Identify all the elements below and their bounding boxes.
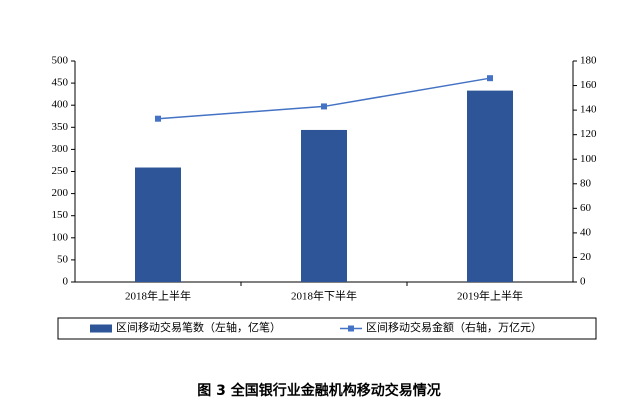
y-tick-label: 150 (52, 209, 69, 221)
y2-tick-label: 160 (580, 79, 597, 91)
y-tick-label: 200 (52, 187, 69, 199)
y-tick-label: 50 (57, 253, 69, 265)
y2-tick-label: 40 (580, 226, 592, 238)
chart-title: 图 3 全国银行业金融机构移动交易情况 (197, 382, 441, 399)
legend-label: 区间移动交易笔数（左轴，亿笔） (116, 320, 281, 334)
y2-tick-label: 60 (580, 202, 592, 214)
y-tick-label: 0 (63, 276, 69, 288)
y2-tick-label: 120 (580, 128, 597, 140)
y-tick-label: 350 (52, 121, 69, 133)
bar (301, 129, 347, 282)
legend-swatch (90, 324, 112, 333)
y2-tick-label: 100 (580, 153, 597, 165)
y2-tick-label: 0 (580, 276, 586, 288)
bar (467, 90, 513, 282)
x-tick-label: 2019年上半年 (457, 289, 523, 303)
legend-marker (348, 325, 354, 332)
marker (321, 103, 327, 110)
y-tick-label: 500 (52, 55, 69, 67)
y-tick-label: 450 (52, 77, 69, 89)
y-tick-label: 400 (52, 99, 69, 111)
legend-label: 区间移动交易金额（右轴，万亿元） (366, 320, 542, 334)
marker (155, 115, 161, 122)
marker (487, 75, 493, 82)
y2-tick-label: 180 (580, 55, 597, 67)
y-tick-label: 100 (52, 231, 69, 243)
y-tick-label: 300 (52, 143, 69, 155)
y2-tick-label: 80 (580, 177, 592, 189)
legend-box (57, 317, 597, 340)
y-tick-label: 250 (52, 165, 69, 177)
line (157, 77, 491, 120)
x-tick-label: 2018年上半年 (125, 289, 191, 303)
y2-tick-label: 140 (580, 104, 597, 116)
y2-tick-label: 20 (580, 251, 592, 263)
x-tick-label: 2018年下半年 (291, 289, 357, 303)
bar (135, 167, 181, 282)
